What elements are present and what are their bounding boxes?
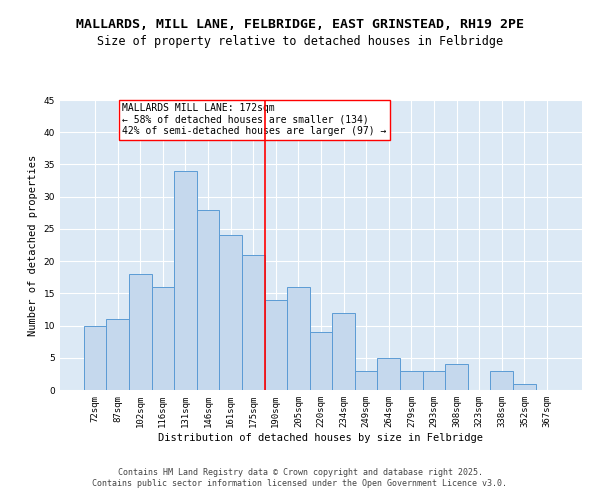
Bar	[513, 384, 536, 390]
Bar	[106, 319, 129, 390]
Bar	[332, 312, 355, 390]
Bar	[355, 370, 377, 390]
Bar	[197, 210, 220, 390]
Text: MALLARDS MILL LANE: 172sqm
← 58% of detached houses are smaller (134)
42% of sem: MALLARDS MILL LANE: 172sqm ← 58% of deta…	[122, 103, 386, 136]
Bar	[400, 370, 422, 390]
Bar	[377, 358, 400, 390]
Bar	[129, 274, 152, 390]
Bar	[84, 326, 106, 390]
Bar	[287, 287, 310, 390]
Bar	[265, 300, 287, 390]
Bar	[242, 254, 265, 390]
Bar	[220, 236, 242, 390]
Text: Size of property relative to detached houses in Felbridge: Size of property relative to detached ho…	[97, 35, 503, 48]
Bar	[422, 370, 445, 390]
Bar	[152, 287, 174, 390]
Bar	[490, 370, 513, 390]
Bar	[310, 332, 332, 390]
X-axis label: Distribution of detached houses by size in Felbridge: Distribution of detached houses by size …	[158, 432, 484, 442]
Bar	[445, 364, 468, 390]
Y-axis label: Number of detached properties: Number of detached properties	[28, 154, 38, 336]
Text: MALLARDS, MILL LANE, FELBRIDGE, EAST GRINSTEAD, RH19 2PE: MALLARDS, MILL LANE, FELBRIDGE, EAST GRI…	[76, 18, 524, 30]
Bar	[174, 171, 197, 390]
Text: Contains HM Land Registry data © Crown copyright and database right 2025.
Contai: Contains HM Land Registry data © Crown c…	[92, 468, 508, 487]
